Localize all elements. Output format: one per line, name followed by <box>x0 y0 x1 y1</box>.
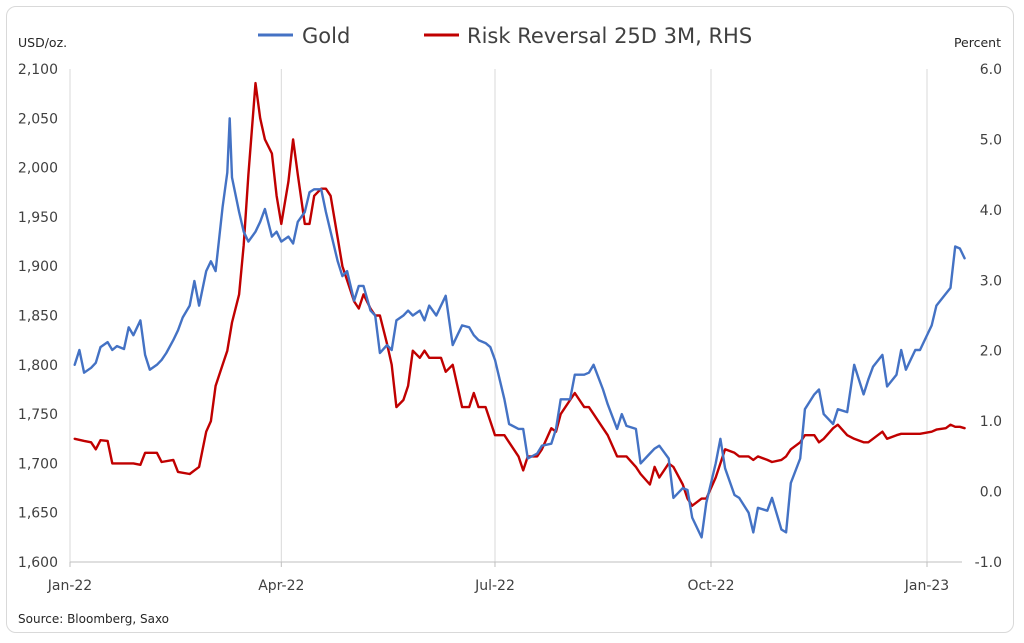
series-lines <box>73 81 966 539</box>
x-axis-ticks: Jan-22 Apr-22 Jul-22 Oct-22 Jan-23 <box>47 562 949 594</box>
left-axis-tick-label: 1,600 <box>18 555 58 571</box>
right-axis-tick-label: 5.0 <box>980 132 1002 148</box>
right-axis-tick-label: 4.0 <box>980 203 1002 219</box>
right-axis-tick-label: 0.0 <box>980 485 1002 501</box>
left-axis-tick-label: 1,950 <box>18 210 58 226</box>
chart-frame <box>6 6 1014 633</box>
left-axis-tick-label: 2,100 <box>18 62 58 78</box>
right-axis-tick-label: 6.0 <box>980 62 1002 78</box>
left-axis-tick-label: 1,900 <box>18 259 58 275</box>
gold-price-line <box>73 117 966 539</box>
left-axis-tick-label: 2,050 <box>18 111 58 127</box>
right-axis-tick-label: 1.0 <box>980 414 1002 430</box>
right-axis-tick-label: -1.0 <box>975 555 1002 571</box>
left-axis-tick-label: 1,700 <box>18 456 58 472</box>
left-axis-tick-label: 1,650 <box>18 506 58 522</box>
legend-label-gold: Gold <box>302 24 350 48</box>
x-axis-tick-label: Jul-22 <box>474 578 515 594</box>
left-axis-tick-label: 1,850 <box>18 309 58 325</box>
right-axis-unit: Percent <box>954 35 1001 50</box>
right-axis-tick-label: 2.0 <box>980 344 1002 360</box>
left-axis-tick-label: 1,800 <box>18 358 58 374</box>
right-axis-ticks: -1.0 0.0 1.0 2.0 3.0 4.0 5.0 6.0 <box>975 62 1002 571</box>
x-axis-tick-label: Jan-22 <box>47 578 92 594</box>
source-note: Source: Bloomberg, Saxo <box>18 612 170 626</box>
left-axis-unit: USD/oz. <box>18 35 67 50</box>
legend: Gold Risk Reversal 25D 3M, RHS <box>258 24 752 48</box>
x-axis-tick-label: Apr-22 <box>258 578 304 594</box>
left-axis-ticks: 1,600 1,650 1,700 1,750 1,800 1,850 1,900 1,950… <box>18 62 58 571</box>
x-axis-tick-label: Jan-23 <box>904 578 949 594</box>
x-axis-tick-label: Oct-22 <box>687 578 734 594</box>
right-axis-tick-label: 3.0 <box>980 273 1002 289</box>
left-axis-tick-label: 1,750 <box>18 407 58 423</box>
risk-reversal-line <box>73 81 966 507</box>
gridlines <box>69 69 962 563</box>
left-axis-tick-label: 2,000 <box>18 161 58 177</box>
legend-label-risk-reversal: Risk Reversal 25D 3M, RHS <box>467 24 752 48</box>
